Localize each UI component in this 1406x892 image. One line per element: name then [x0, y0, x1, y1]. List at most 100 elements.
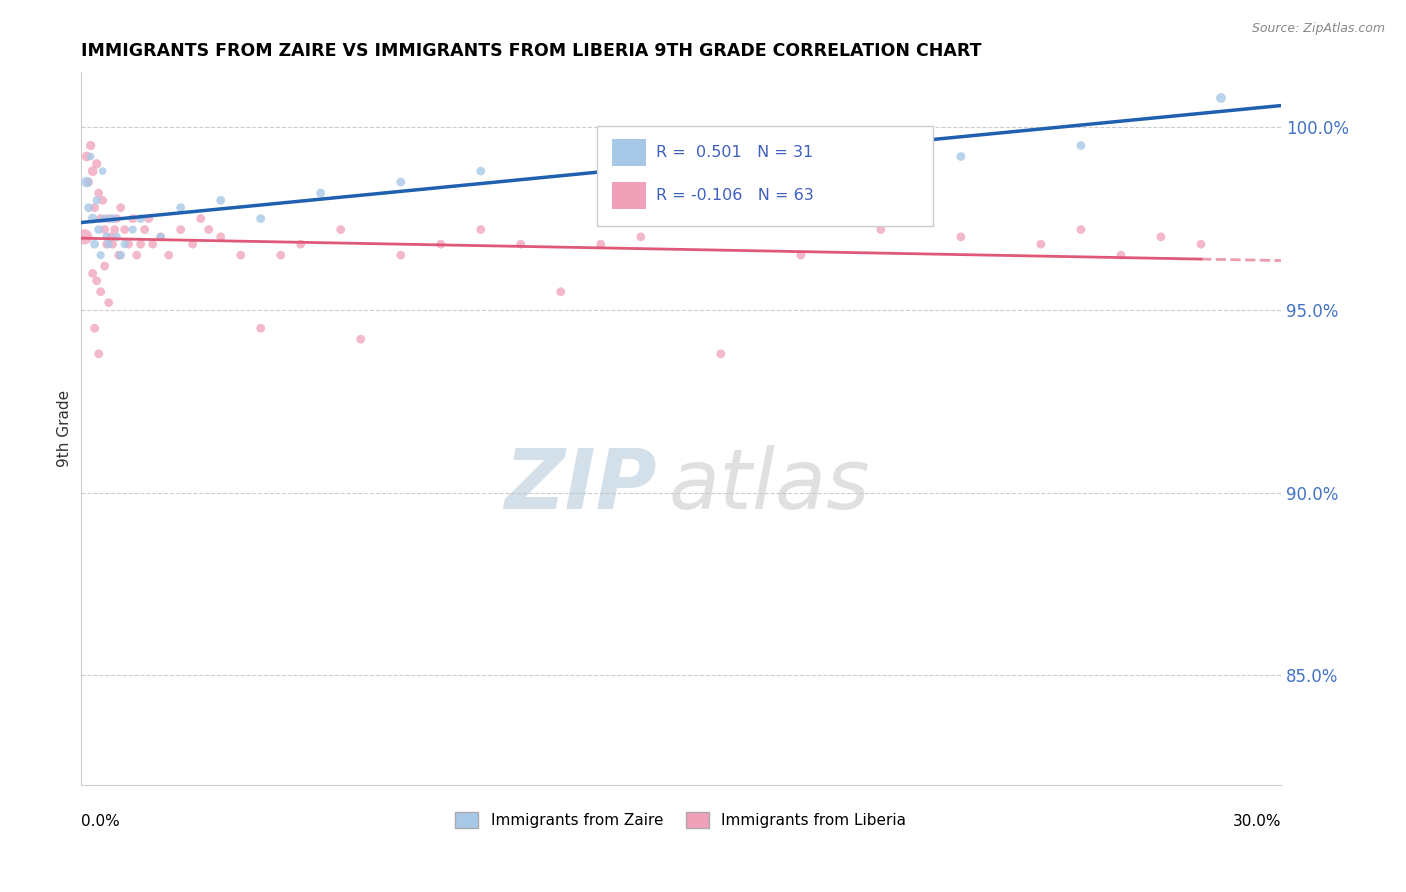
Point: [79, 149, 101, 163]
Point: [83, 201, 105, 215]
Point: [79, 138, 101, 153]
Text: Source: ZipAtlas.com: Source: ZipAtlas.com: [1251, 22, 1385, 36]
Point: [389, 175, 412, 189]
Point: [1029, 237, 1052, 252]
Point: [82, 267, 104, 281]
Text: R =  0.501   N = 31: R = 0.501 N = 31: [655, 145, 813, 161]
Point: [83, 321, 105, 335]
Point: [110, 248, 132, 262]
Point: [105, 230, 128, 244]
Point: [142, 237, 165, 252]
Point: [110, 201, 132, 215]
Point: [389, 248, 412, 262]
Point: [790, 138, 813, 153]
Point: [149, 230, 172, 244]
Point: [1109, 248, 1132, 262]
Point: [181, 237, 204, 252]
Point: [170, 222, 193, 236]
Point: [470, 222, 492, 236]
Text: R = -0.106   N = 63: R = -0.106 N = 63: [655, 188, 813, 203]
Point: [157, 248, 180, 262]
Point: [97, 295, 120, 310]
Point: [82, 164, 104, 178]
Point: [550, 285, 572, 299]
Point: [249, 211, 271, 226]
Point: [630, 149, 652, 163]
Point: [87, 222, 110, 236]
Point: [129, 211, 152, 226]
Point: [77, 201, 100, 215]
Point: [114, 222, 136, 236]
Point: [1150, 230, 1173, 244]
Point: [429, 237, 451, 252]
Point: [90, 285, 112, 299]
Point: [790, 248, 813, 262]
Point: [104, 222, 127, 236]
Bar: [613, 182, 645, 210]
Point: [93, 211, 115, 226]
Point: [100, 230, 122, 244]
Point: [118, 237, 141, 252]
Point: [86, 157, 108, 171]
Point: [209, 194, 232, 208]
Point: [93, 222, 115, 236]
Point: [97, 237, 120, 252]
Point: [190, 211, 212, 226]
Point: [76, 175, 98, 189]
Point: [197, 222, 219, 236]
Point: [105, 211, 128, 226]
Point: [97, 211, 120, 226]
Point: [90, 248, 112, 262]
Point: [869, 128, 891, 142]
Point: [73, 230, 96, 244]
Text: 30.0%: 30.0%: [1233, 814, 1281, 829]
Y-axis label: 9th Grade: 9th Grade: [58, 390, 72, 467]
Point: [710, 347, 733, 361]
Text: atlas: atlas: [669, 445, 870, 526]
Point: [290, 237, 312, 252]
Point: [82, 211, 104, 226]
Point: [1189, 237, 1212, 252]
Point: [309, 186, 332, 200]
Point: [86, 194, 108, 208]
Point: [949, 149, 972, 163]
Point: [134, 222, 156, 236]
Point: [1209, 91, 1232, 105]
Legend: Immigrants from Zaire, Immigrants from Liberia: Immigrants from Zaire, Immigrants from L…: [450, 806, 912, 835]
Point: [77, 175, 100, 189]
Text: ZIP: ZIP: [505, 445, 657, 526]
Point: [114, 237, 136, 252]
Point: [83, 237, 105, 252]
Point: [91, 164, 114, 178]
Point: [87, 186, 110, 200]
Point: [76, 149, 98, 163]
Point: [96, 237, 118, 252]
Point: [589, 237, 612, 252]
Point: [869, 222, 891, 236]
FancyBboxPatch shape: [596, 126, 932, 226]
Point: [350, 332, 373, 346]
Point: [125, 248, 148, 262]
Point: [1070, 138, 1092, 153]
Text: 0.0%: 0.0%: [80, 814, 120, 829]
Point: [270, 248, 292, 262]
Point: [101, 237, 124, 252]
Point: [949, 230, 972, 244]
Point: [87, 347, 110, 361]
Point: [209, 230, 232, 244]
Point: [170, 201, 193, 215]
Point: [121, 211, 143, 226]
Point: [470, 164, 492, 178]
Point: [121, 222, 143, 236]
Point: [229, 248, 252, 262]
Point: [329, 222, 352, 236]
Point: [96, 230, 118, 244]
Point: [90, 211, 112, 226]
Point: [138, 211, 160, 226]
Point: [101, 211, 124, 226]
Point: [107, 248, 129, 262]
Point: [630, 230, 652, 244]
Point: [1070, 222, 1092, 236]
Point: [509, 237, 531, 252]
Text: IMMIGRANTS FROM ZAIRE VS IMMIGRANTS FROM LIBERIA 9TH GRADE CORRELATION CHART: IMMIGRANTS FROM ZAIRE VS IMMIGRANTS FROM…: [80, 42, 981, 60]
